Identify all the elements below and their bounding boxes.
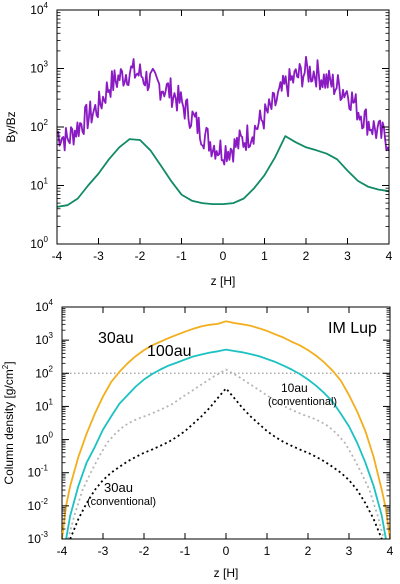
x-tick-label: 4: [386, 249, 393, 263]
series-line-2: [67, 368, 385, 540]
series-line-0: [56, 55, 390, 166]
y-tick-label: 104: [35, 298, 53, 314]
top-panel-ylabel: By/Bz: [4, 111, 18, 142]
label-30au: 30au: [98, 330, 134, 347]
top-panel-frame: [56, 9, 390, 245]
x-tick-label: 2: [303, 249, 310, 263]
bottom-panel-ticks: -4 -3 -2 -1 0 1 2 3 4 10-3 10-2 10-1 100 101 102 103 104: [28, 298, 394, 558]
y-tick-label: 102: [35, 364, 53, 380]
x-tick-label: -3: [98, 544, 109, 558]
x-tick-label: 1: [264, 544, 271, 558]
x-tick-label: 3: [346, 544, 353, 558]
x-tick-label: 4: [387, 544, 394, 558]
y-tick-label: 100: [35, 431, 53, 447]
label-30au-conv: 30au: [104, 480, 133, 495]
x-tick-label: 0: [220, 249, 227, 263]
bottom-panel: -4 -3 -2 -1 0 1 2 3 4 10-3 10-2 10-1 100 101 102 103 104…: [1, 298, 394, 580]
x-tick-label: -2: [139, 544, 150, 558]
x-tick-label: -3: [93, 249, 104, 263]
bottom-panel-ylabel: Column density [g/cm2]: [1, 361, 16, 484]
top-panel: -4 -3 -2 -1 0 1 2 3 4 100 101 102 103 104 z [H] By/Bz: [4, 1, 393, 288]
series-line-1: [56, 135, 390, 208]
x-tick-label: -1: [180, 544, 191, 558]
label-100au: 100au: [147, 343, 192, 360]
series-line-1: [65, 348, 387, 540]
bottom-panel-ylabel-main: Column density [g/cm: [2, 369, 16, 484]
bottom-panel-ylabel-end: ]: [2, 361, 16, 364]
top-panel-xlabel: z [H]: [211, 274, 236, 288]
y-tick-label: 100: [30, 235, 48, 251]
y-tick-label: 10-2: [28, 497, 49, 513]
x-tick-label: -4: [57, 544, 68, 558]
y-tick-label: 104: [30, 1, 48, 17]
top-panel-ticks: -4 -3 -2 -1 0 1 2 3 4 100 101 102 103 104: [30, 1, 392, 263]
x-tick-label: 1: [261, 249, 268, 263]
bottom-panel-xlabel: z [H]: [214, 566, 239, 580]
x-tick-label: 3: [344, 249, 351, 263]
bottom-panel-curves: [61, 320, 391, 540]
y-tick-label: 10-3: [28, 530, 49, 546]
label-10au-sub: (conventional): [268, 396, 337, 408]
series-line-3: [69, 387, 383, 540]
y-tick-label: 103: [35, 331, 53, 347]
label-30au-conv-sub: (conventional): [87, 496, 156, 508]
series-line-0: [61, 320, 391, 540]
y-tick-label: 102: [30, 118, 48, 134]
y-tick-label: 103: [30, 60, 48, 76]
x-tick-label: -4: [52, 249, 63, 263]
x-tick-label: -1: [176, 249, 187, 263]
top-panel-curves: [56, 55, 390, 208]
label-10au: 10au: [281, 381, 308, 395]
im-lup-annotation: IM Lup: [328, 320, 377, 337]
y-tick-label: 101: [30, 177, 48, 193]
bottom-panel-ylabel-sup: 2: [1, 364, 10, 369]
y-tick-label: 101: [35, 397, 53, 413]
x-tick-label: -2: [135, 249, 146, 263]
x-tick-label: 0: [223, 544, 230, 558]
x-tick-label: 2: [305, 544, 312, 558]
y-tick-label: 10-1: [28, 464, 49, 480]
